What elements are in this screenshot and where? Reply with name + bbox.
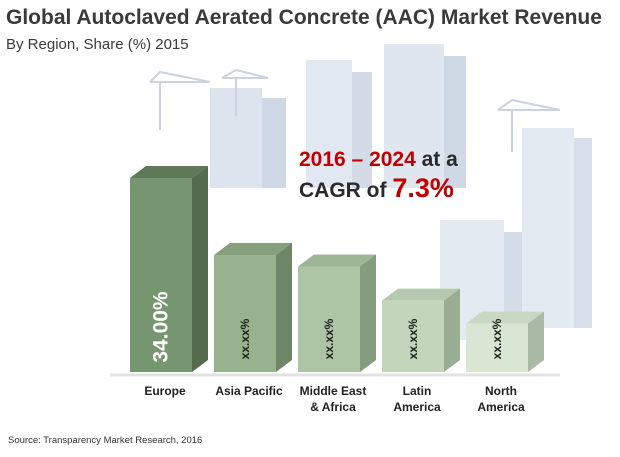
bar-front-face [466, 323, 528, 372]
bar-side-face [528, 311, 544, 372]
category-labels-group: Europe Asia Pacific Middle East & Africa Lat… [144, 384, 525, 414]
bar-value-label: xx.xx% [238, 318, 252, 359]
bar-top-face [130, 166, 208, 178]
bar-front-face [214, 255, 276, 372]
bar-4: xx.xx% [382, 288, 460, 372]
bar-side-face [192, 166, 208, 372]
bar-value-label: xx.xx% [322, 318, 336, 359]
bar-value-label: 34.00% [150, 291, 173, 363]
bar-front-face [382, 300, 444, 372]
category-label: Asia Pacific [215, 384, 283, 398]
cagr-at-a: at a [415, 148, 458, 171]
bar-value-label: xx.xx% [490, 318, 504, 359]
bar-2: xx.xx% [214, 243, 292, 372]
bar-top-face [382, 288, 460, 301]
bar-3: xx.xx% [298, 254, 376, 372]
category-label: Latin America [393, 384, 441, 414]
bar-1: 34.00% [130, 166, 208, 372]
bar-front-face [298, 266, 360, 372]
category-label: Middle East & Africa [300, 384, 367, 414]
category-label: North America [477, 384, 525, 414]
bar-side-face [276, 243, 292, 372]
category-label: Europe [144, 384, 186, 398]
bar-top-face [466, 311, 544, 324]
chart-subtitle: By Region, Share (%) 2015 [6, 36, 189, 53]
bar-top-face [298, 254, 376, 267]
bar-top-face [214, 243, 292, 256]
source-note: Source: Transparency Market Research, 20… [8, 435, 203, 446]
bar-5: xx.xx% [466, 311, 544, 372]
bars-group: 34.00% xx.xx% xx.xx% xx.xx% xx.xx% [130, 166, 544, 372]
bar-side-face [444, 288, 460, 372]
bar-front-face [130, 178, 192, 372]
cagr-period: 2016 – 2024 [299, 148, 416, 171]
bar-value-label: xx.xx% [406, 318, 420, 359]
cagr-of-text: CAGR of [299, 179, 393, 202]
cagr-callout: 2016 – 2024 at a CAGR of 7.3% [299, 145, 489, 205]
cagr-rate: 7.3% [392, 173, 454, 203]
bar-side-face [360, 254, 376, 372]
chart-title: Global Autoclaved Aerated Concrete (AAC)… [6, 6, 602, 29]
